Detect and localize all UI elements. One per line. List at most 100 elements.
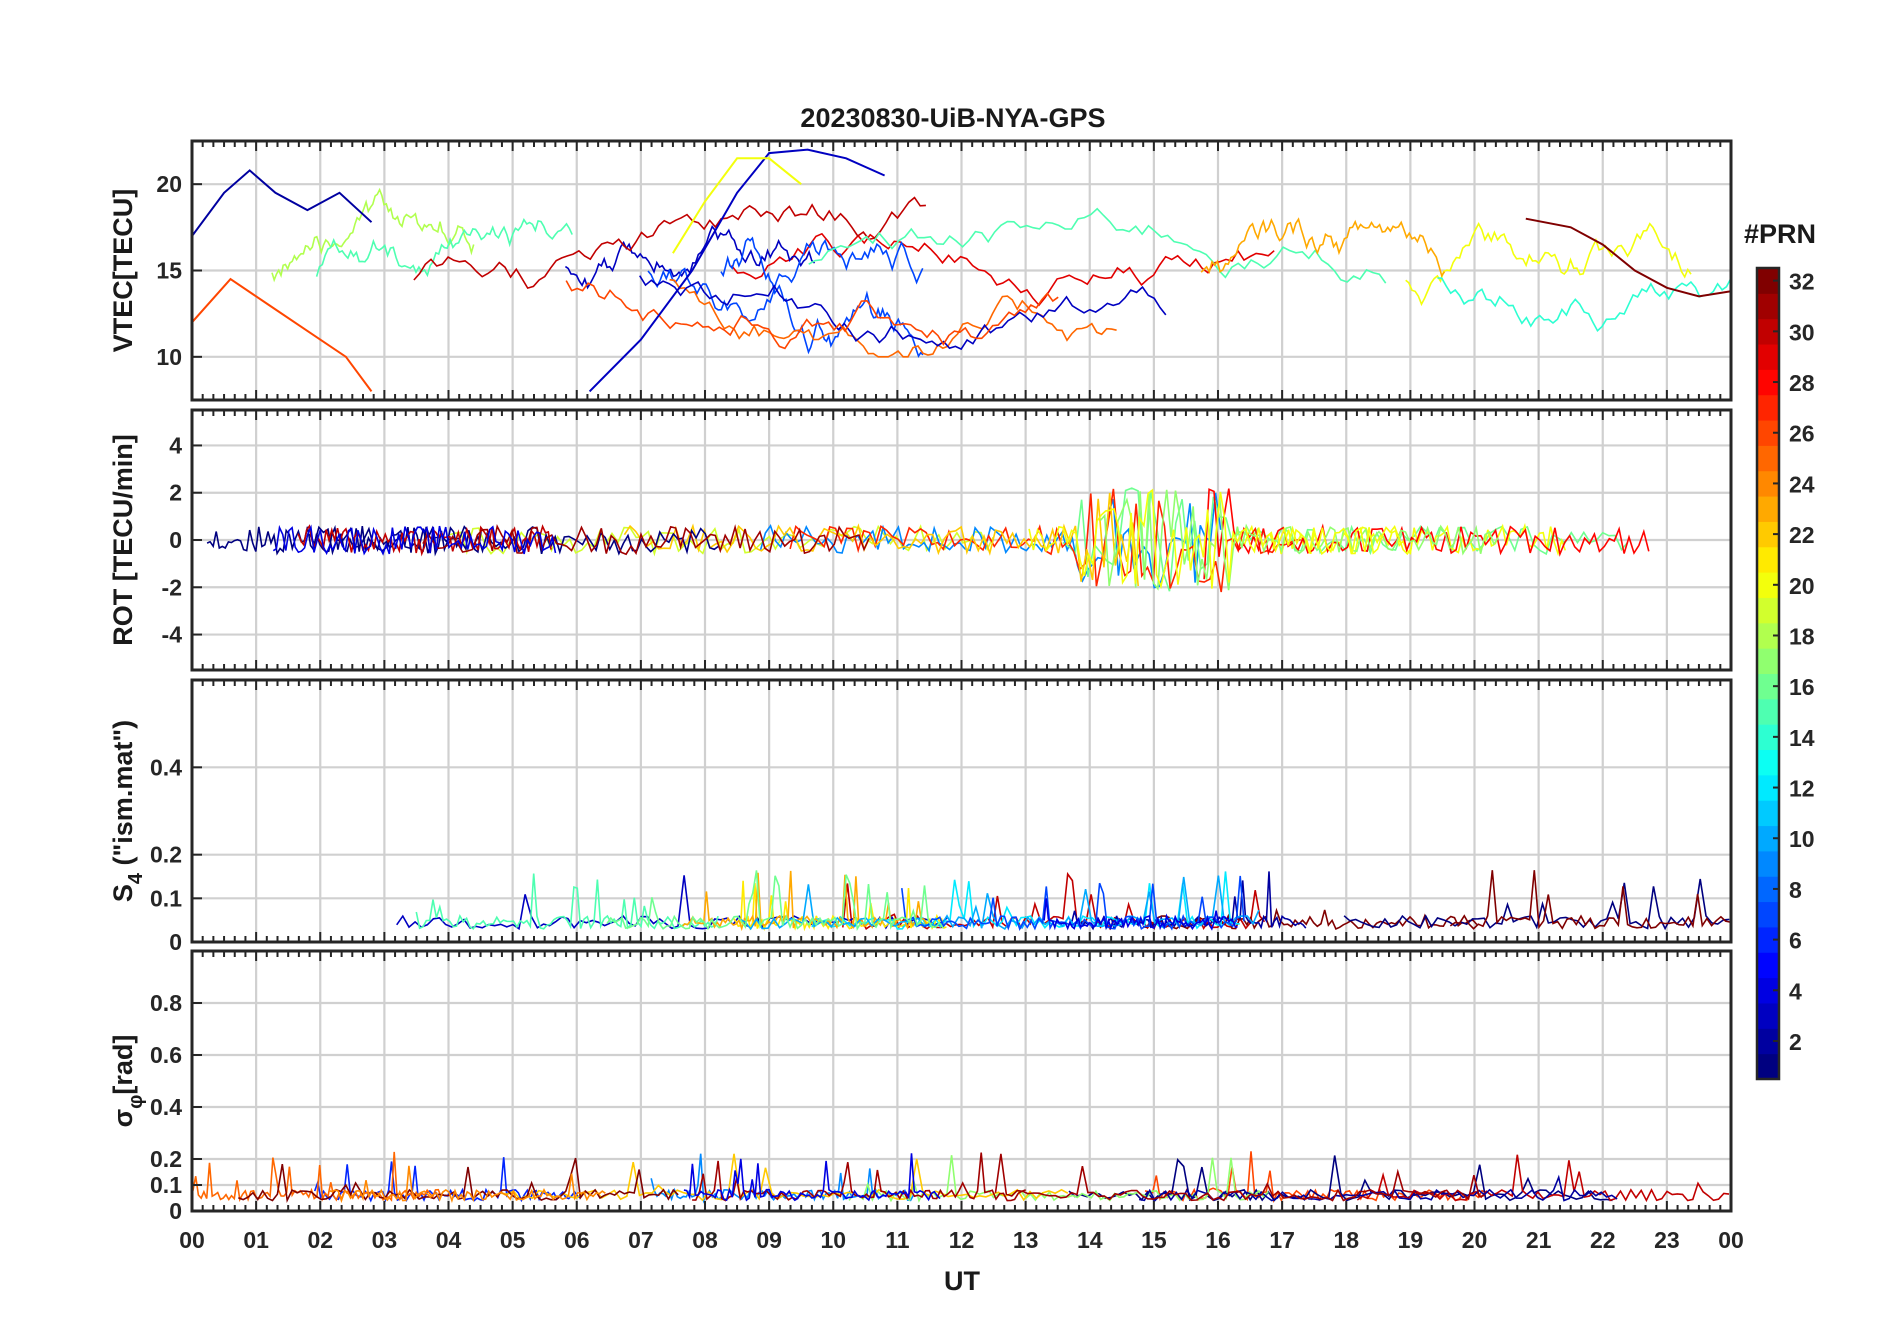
colorbar-tick-label: 4 [1789, 978, 1802, 1004]
prn-trace [271, 187, 475, 283]
prn-trace [647, 238, 924, 323]
x-tick-label: 15 [1141, 1227, 1167, 1253]
series-line: PRN 26 [192, 277, 373, 392]
x-tick-label: 11 [885, 1227, 910, 1253]
prn-trace [315, 218, 573, 278]
colorbar-swatch [1757, 293, 1779, 320]
y-tick-label: -2 [162, 574, 182, 600]
x-tick-label: 12 [949, 1227, 975, 1253]
prn-trace [1043, 898, 1238, 931]
colorbar-swatch [1757, 952, 1779, 979]
sigma-phi-panel: 00.10.2 0.4 0.6 0.8σφ[rad] [108, 949, 1733, 1224]
x-tick-label: 07 [628, 1227, 654, 1253]
x-tick-label: 20 [1462, 1227, 1488, 1253]
colorbar-tick-label: 18 [1789, 623, 1815, 649]
x-tick-label: 18 [1333, 1227, 1359, 1253]
prn-trace [1200, 217, 1446, 278]
prn-trace [994, 1153, 1486, 1202]
series-line: PRN 3 [588, 148, 886, 393]
y-tick-label: 20 [156, 171, 182, 197]
colorbar-swatch [1757, 420, 1779, 446]
prn-trace [1356, 1154, 1730, 1203]
x-tick-label: 16 [1205, 1227, 1231, 1253]
colorbar-tick-label: 24 [1789, 471, 1815, 497]
x-tick-label: 00 [1718, 1227, 1744, 1253]
colorbar-tick-label: 10 [1789, 826, 1815, 852]
y-tick-label: 0.6 [150, 1042, 182, 1068]
prn-trace [606, 870, 944, 932]
x-tick-label: 02 [307, 1227, 333, 1253]
prn-trace [639, 275, 1167, 351]
colorbar-tick-label: 30 [1789, 319, 1815, 345]
colorbar-swatch [1757, 876, 1779, 903]
colorbar-frame [1755, 266, 1781, 1081]
colorbar-tick-label: 2 [1789, 1029, 1802, 1055]
colorbar-swatch [1757, 394, 1779, 421]
y-tick-label: 2 [169, 480, 182, 506]
x-tick-label: 05 [500, 1227, 526, 1253]
y-tick-label: 0.8 [150, 990, 182, 1016]
colorbar-swatch [1757, 496, 1779, 522]
y-tick-label: 0 [169, 929, 182, 955]
x-tick-label: 19 [1398, 1227, 1424, 1253]
x-tick-label: 01 [243, 1227, 269, 1253]
x-tick-label: 23 [1654, 1227, 1680, 1253]
prn-trace [565, 280, 1059, 350]
colorbar-swatch [1757, 774, 1779, 801]
colorbar-swatch [1757, 622, 1779, 649]
prn-trace [1232, 522, 1567, 557]
y-axis-label: S4 ("ism.mat") [108, 720, 147, 902]
y-tick-label: 0.2 [150, 842, 182, 868]
prn-trace [1449, 870, 1731, 930]
trace-group [396, 870, 1731, 932]
colorbar-tick-label: 20 [1789, 573, 1815, 599]
colorbar-swatch [1757, 648, 1779, 674]
colorbar-tick-label: 8 [1789, 877, 1802, 903]
x-tick-label: 03 [372, 1227, 398, 1253]
y-tick-label: 0.1 [150, 885, 182, 911]
rot-panel: -4 -2 0 2 4 ROT [TECU/min] [108, 408, 1733, 672]
y-tick-label: 0 [169, 527, 182, 553]
prn-trace [1028, 488, 1413, 590]
y-tick-label: 4 [169, 432, 182, 458]
colorbar-swatch [1757, 344, 1779, 370]
trace-group [192, 1151, 1730, 1204]
y-tick-label: 15 [156, 258, 182, 284]
colorbar-swatch [1757, 1002, 1779, 1029]
colorbar-swatch [1757, 572, 1779, 598]
chart-title: 20230830-UiB-NYA-GPS [800, 103, 1105, 133]
s4-panel: 0 0.1 0.2 0.4S4 ("ism.mat") [108, 678, 1733, 955]
colorbar-tick-label: 14 [1789, 725, 1815, 751]
x-tick-label: 08 [692, 1227, 718, 1253]
colorbar-swatch [1757, 825, 1779, 852]
x-tick-label: 06 [564, 1227, 590, 1253]
series-line: PRN 32 [1525, 217, 1731, 298]
prn-trace [683, 1153, 941, 1202]
colorbar-swatch [1757, 850, 1779, 877]
prn-trace [1099, 489, 1499, 591]
colorbar-tick-label: 16 [1789, 674, 1815, 700]
x-tick-label: 17 [1269, 1227, 1295, 1253]
vtec-panel: PRN 2 PRN 3 PRN 26 PRN 32 PRN 20 10 15 20 VTEC[T… [108, 139, 1733, 402]
colorbar-swatch [1757, 1028, 1779, 1055]
colorbar-swatch [1757, 268, 1779, 294]
y-axis-label: ROT [TECU/min] [108, 434, 138, 645]
x-tick-label: 22 [1590, 1227, 1616, 1253]
colorbar-swatch [1757, 749, 1779, 776]
colorbar-swatch [1757, 318, 1779, 345]
prn-trace [808, 207, 1387, 284]
colorbar-tick-label: 26 [1789, 421, 1815, 447]
x-tick-labels: 00 01 02 03 04 05 06 07 08 09 10 11 12 13 14 15 16 17 18 19… [179, 1227, 1744, 1253]
prn-trace [720, 236, 924, 358]
prn-trace [422, 524, 870, 556]
x-tick-label: 09 [756, 1227, 782, 1253]
colorbar-swatch [1757, 800, 1779, 827]
prn-trace [415, 873, 719, 930]
y-tick-label: -4 [162, 622, 183, 648]
colorbar-swatch [1757, 445, 1779, 472]
colorbar-swatch [1757, 546, 1779, 573]
prn-trace [1203, 488, 1650, 580]
x-tick-label: 04 [436, 1227, 462, 1253]
colorbar-swatch [1757, 673, 1779, 700]
